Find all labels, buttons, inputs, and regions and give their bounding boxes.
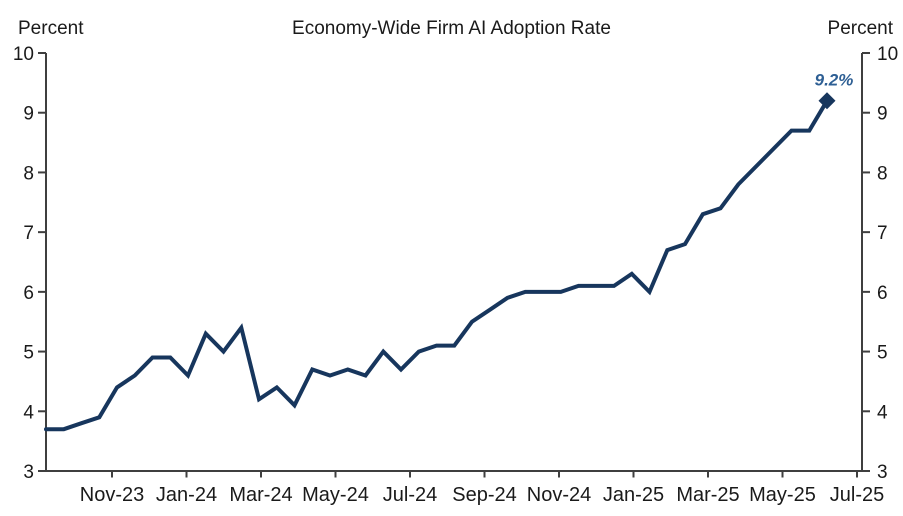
- x-tick-label: Jan-25: [603, 484, 664, 506]
- left-y-tick-label: 3: [23, 462, 34, 483]
- right-y-tick-label: 4: [877, 402, 888, 423]
- left-y-tick-label: 9: [23, 104, 34, 125]
- right-y-tick-label: 10: [877, 44, 898, 65]
- left-y-tick-label: 8: [23, 163, 34, 184]
- right-y-tick-label: 5: [877, 343, 888, 364]
- right-y-tick-label: 9: [877, 104, 888, 125]
- x-tick-label: Jan-24: [156, 484, 217, 506]
- right-y-tick-label: 3: [877, 462, 888, 483]
- left-axis-unit-label: Percent: [18, 18, 84, 39]
- right-y-tick-label: 7: [877, 223, 888, 244]
- adoption-rate-line: [44, 98, 829, 432]
- x-tick-label: Nov-24: [527, 484, 591, 506]
- x-tick-label: Mar-25: [676, 484, 739, 506]
- right-y-tick-label: 6: [877, 283, 888, 304]
- x-tick-label: Sep-24: [452, 484, 517, 506]
- left-y-tick-label: 7: [23, 223, 34, 244]
- right-axis-unit-label: Percent: [827, 18, 893, 39]
- left-y-tick-label: 6: [23, 283, 34, 304]
- end-value-annotation: 9.2%: [815, 70, 854, 89]
- x-tick-label: May-24: [302, 484, 369, 506]
- left-y-tick-label: 10: [13, 44, 34, 65]
- left-y-tick-label: 4: [23, 402, 34, 423]
- x-tick-label: Nov-23: [80, 484, 144, 506]
- end-marker-diamond-icon: [818, 92, 836, 110]
- right-y-tick-label: 8: [877, 163, 888, 184]
- x-tick-label: Jul-25: [830, 484, 884, 506]
- chart-title: Economy-Wide Firm AI Adoption Rate: [292, 18, 611, 39]
- x-tick-label: Mar-24: [229, 484, 292, 506]
- left-y-tick-label: 5: [23, 343, 34, 364]
- x-tick-label: May-25: [749, 484, 816, 506]
- x-tick-label: Jul-24: [383, 484, 437, 506]
